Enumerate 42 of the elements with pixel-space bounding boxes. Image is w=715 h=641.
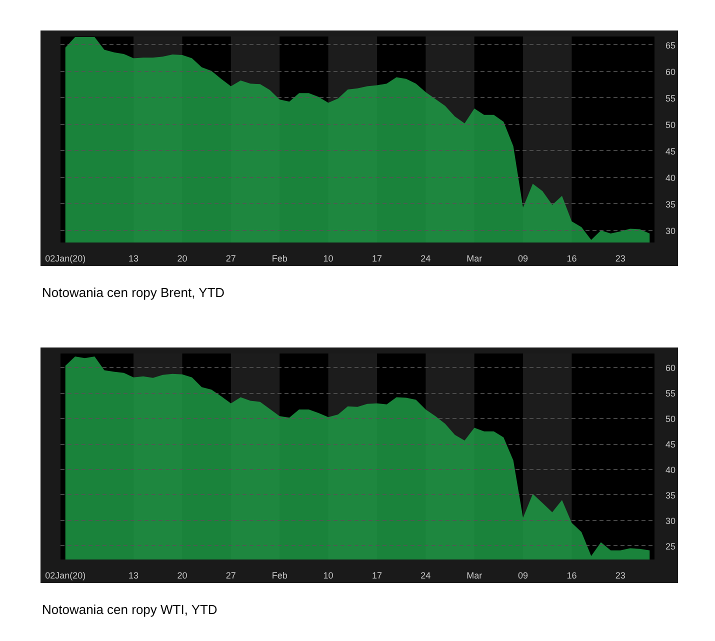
y-tick-label: 30 xyxy=(666,226,676,236)
x-tick-label: 02Jan(20) xyxy=(45,570,86,580)
x-tick-label: 23 xyxy=(615,254,626,264)
x-tick-label: 10 xyxy=(323,254,334,264)
x-tick-label: 16 xyxy=(566,254,577,264)
x-tick-label: 10 xyxy=(323,570,334,580)
y-tick-label: 65 xyxy=(666,40,676,50)
x-tick-label: Feb xyxy=(272,254,288,264)
y-tick-label: 60 xyxy=(666,66,676,77)
x-tick-label: 24 xyxy=(420,570,431,580)
x-tick-label: 27 xyxy=(226,254,236,264)
y-tick-label: 25 xyxy=(666,540,676,551)
x-tick-label: Mar xyxy=(466,254,482,264)
text: Notowania cen ropy WTI, YTD xyxy=(42,600,218,619)
y-tick-label: 35 xyxy=(666,199,676,210)
x-tick-label: 16 xyxy=(566,570,577,580)
x-tick-label: 13 xyxy=(128,570,139,580)
y-tick-label: 50 xyxy=(666,120,676,130)
y-tick-label: 45 xyxy=(666,146,676,156)
y-tick-label: 40 xyxy=(666,172,676,183)
x-tick-label: 20 xyxy=(177,254,188,264)
y-tick-label: 60 xyxy=(666,362,676,373)
y-tick-label: 45 xyxy=(666,439,676,450)
y-tick-label: 55 xyxy=(666,388,676,398)
x-tick-label: 09 xyxy=(518,570,528,580)
x-tick-label: 27 xyxy=(226,570,236,580)
y-tick-label: 35 xyxy=(666,490,676,500)
x-tick-label: 02Jan(20) xyxy=(45,254,86,264)
x-tick-label: 23 xyxy=(615,570,626,580)
y-tick-label: 55 xyxy=(666,93,676,104)
x-tick-label: 24 xyxy=(420,254,431,264)
x-tick-label: Feb xyxy=(272,570,288,580)
y-tick-label: 30 xyxy=(666,515,676,526)
y-tick-label: 40 xyxy=(666,464,676,475)
x-tick-label: 20 xyxy=(177,570,188,580)
text: Notowania cen ropy Brent, YTD xyxy=(42,284,225,302)
x-tick-label: 09 xyxy=(518,254,528,264)
x-tick-label: 17 xyxy=(372,254,382,264)
y-tick-label: 50 xyxy=(666,414,676,424)
x-tick-label: 13 xyxy=(128,254,139,264)
x-tick-label: Mar xyxy=(466,570,482,580)
x-tick-label: 17 xyxy=(372,570,382,580)
